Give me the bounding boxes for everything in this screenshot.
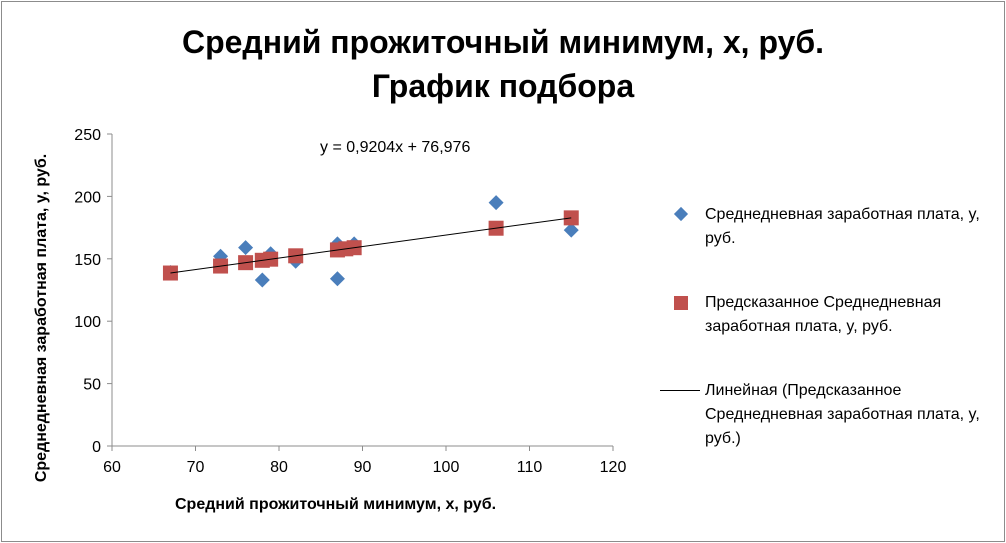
y-tick-label: 150 xyxy=(74,252,101,269)
data-point-actual xyxy=(329,271,345,287)
x-tick-label: 70 xyxy=(187,459,205,476)
y-tick-label: 0 xyxy=(92,439,101,456)
y-tick-label: 100 xyxy=(74,314,101,331)
data-point-actual xyxy=(563,222,579,238)
y-tick-label: 50 xyxy=(83,377,101,394)
x-tick-label: 80 xyxy=(270,459,288,476)
data-point-actual xyxy=(488,195,504,211)
y-tick-label: 200 xyxy=(74,189,101,206)
legend-label-actual: Среднедневная заработная плата, y, руб. xyxy=(705,206,980,247)
x-axis-label: Средний прожиточный минимум, x, руб. xyxy=(175,496,497,513)
x-tick-label: 120 xyxy=(600,459,627,476)
legend-label-predicted: Предсказанное Среднедневная заработная п… xyxy=(705,294,942,335)
data-point-actual xyxy=(254,272,270,288)
chart-title-line-1: Средний прожиточный минимум, x, руб. xyxy=(181,24,825,60)
y-tick-label: 250 xyxy=(74,127,101,144)
x-tick-label: 110 xyxy=(517,459,543,476)
legend-square-marker xyxy=(674,296,688,310)
trendline xyxy=(170,217,572,274)
legend-line-marker xyxy=(660,390,700,391)
chart-title-line-2: График подбора xyxy=(371,68,635,104)
x-tick-label: 90 xyxy=(354,459,372,476)
y-axis-label: Среднедневная заработная плата, y, руб. xyxy=(33,153,50,483)
x-tick-label: 60 xyxy=(103,459,121,476)
legend-label-trendline: Линейная (Предсказанное Среднедневная за… xyxy=(705,382,980,447)
trendline-equation: y = 0,9204x + 76,976 xyxy=(320,139,471,156)
x-tick-label: 100 xyxy=(433,459,460,476)
data-point-predicted xyxy=(162,265,178,281)
data-point-actual xyxy=(238,240,254,256)
